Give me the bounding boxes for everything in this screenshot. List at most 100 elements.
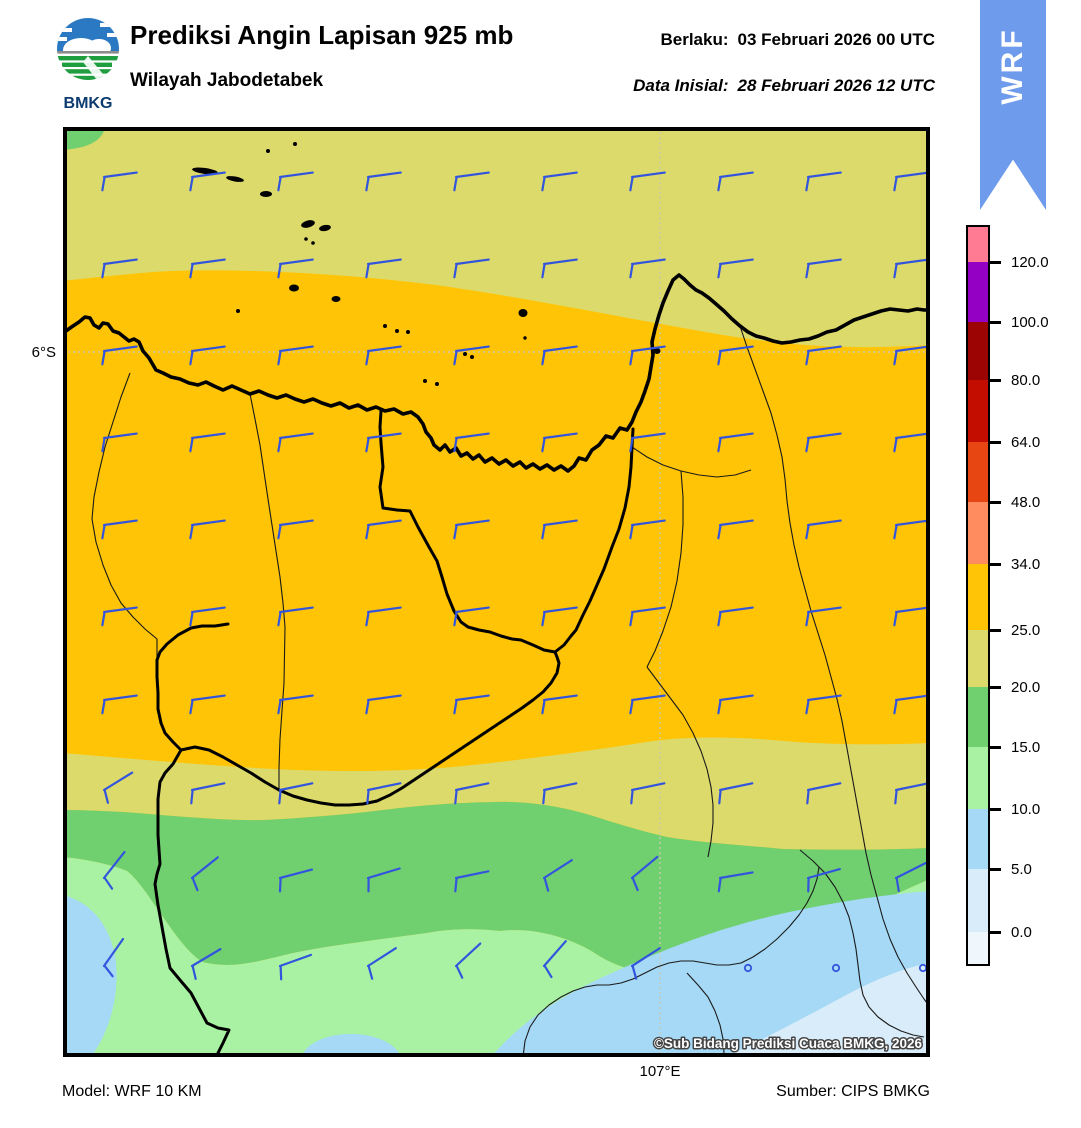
valid-time-label: Berlaku: [660,30,729,49]
wind-barb [718,782,754,805]
wind-barb [893,694,930,715]
wind-barb [454,942,482,979]
wind-barb [453,606,490,627]
wind-barb [453,345,490,366]
wind-barb [805,345,842,366]
wind-barb [806,782,842,805]
colorbar-tick [990,628,1001,632]
regency-borders [91,325,930,1057]
wind-barb [189,171,226,192]
wind-barb [189,694,226,715]
wind-barb [541,171,578,192]
colorbar-segment [968,502,988,564]
colorbar-tick [990,745,1001,749]
colorbar-segment [968,932,988,964]
wind-barb [541,432,578,453]
bmkg-logo-text: BMKG [64,95,113,112]
wrf-ribbon-text: WRF [996,27,1029,105]
wind-barb [189,258,226,279]
wind-barb [893,258,930,279]
wind-barb [365,345,402,366]
colorbar-tick [990,930,1001,934]
colorbar-segment [968,322,988,380]
wind-barb [190,782,226,805]
colorbar-segment [968,747,988,809]
wind-barb-layer [101,171,930,981]
wind-barb [541,519,578,540]
wind-barb [101,171,138,192]
wind-barb [541,694,578,715]
colorbar-tick-label: 48.0 [1011,494,1041,511]
wind-barb [894,862,927,893]
wind-barb [365,432,402,453]
wind-barb [805,606,842,627]
colorbar-tick-label: 10.0 [1011,801,1041,818]
wind-barb [190,856,219,892]
wind-barb [893,606,930,627]
wind-barb [893,345,930,366]
wind-barb [365,606,402,627]
wind-barb [102,850,126,890]
wind-barb [277,606,314,627]
wind-barb [453,171,490,192]
wind-barb [806,867,841,893]
wind-barb [278,953,313,981]
wind-barb [277,345,314,366]
wind-barb [453,519,490,540]
wind-barb [629,258,666,279]
calm-wind-circle [743,963,753,973]
wind-barb [189,519,226,540]
wind-barb [189,432,226,453]
init-time-label: Data Inisial: [633,76,729,95]
wind-barb [277,432,314,453]
copyright-text: ©Sub Bidang Prediksi Cuaca BMKG, 2026 [654,1036,923,1051]
wind-barb [366,947,397,980]
south-border [179,650,561,807]
valid-time-line: Berlaku: 03 Februari 2026 00 UTC [633,30,935,50]
forecast-times: Berlaku: 03 Februari 2026 00 UTC Data Ini… [633,30,935,96]
bmkg-logo: BMKG [57,18,119,112]
wind-barb [277,519,314,540]
colorbar-segment [968,380,988,442]
map-frame [63,127,930,1057]
wind-barb [893,519,930,540]
source-label: Sumber: CIPS BMKG [776,1083,930,1100]
colorbar-tick [990,500,1001,504]
wind-barb [101,432,138,453]
wind-barb [805,171,842,192]
valid-time-value: 03 Februari 2026 00 UTC [737,30,935,49]
colorbar-segment [968,869,988,932]
wind-barb [454,782,490,805]
islands [192,142,661,386]
wind-barb [365,519,402,540]
colorbar-tick-label: 34.0 [1011,556,1041,573]
colorbar-tick [990,807,1001,811]
wind-barb [805,519,842,540]
wind-barb [101,606,138,627]
colorbar-segment [968,687,988,747]
colorbar-tick [990,260,1001,264]
wind-barb [101,519,138,540]
wind-barb [189,345,226,366]
wind-barb [630,855,659,892]
wind-barb [630,947,661,980]
bmkg-logo-mark [57,18,119,80]
wind-barb [805,694,842,715]
west-province-border [153,622,231,1057]
wind-barb [893,432,930,453]
wind-barb [717,258,754,279]
wind-barb [717,694,754,715]
band-15-20-kt-corner [63,127,105,150]
wind-barb [277,694,314,715]
init-time-line: Data Inisial: 28 Februari 2026 12 UTC [633,76,935,96]
wind-barb [277,171,314,192]
colorbar-tick [990,440,1001,444]
wind-barb [893,171,930,192]
wind-barb [102,771,134,804]
colorbar-tick-label: 15.0 [1011,739,1041,756]
colorbar-tick [990,562,1001,566]
wind-barb [630,782,666,805]
wind-barb [101,694,138,715]
colorbar: 120.0 100.0 80.0 64.0 48.0 34.0 25.0 20.0 15.0 10… [966,225,1076,970]
colorbar-swatches [966,225,990,966]
